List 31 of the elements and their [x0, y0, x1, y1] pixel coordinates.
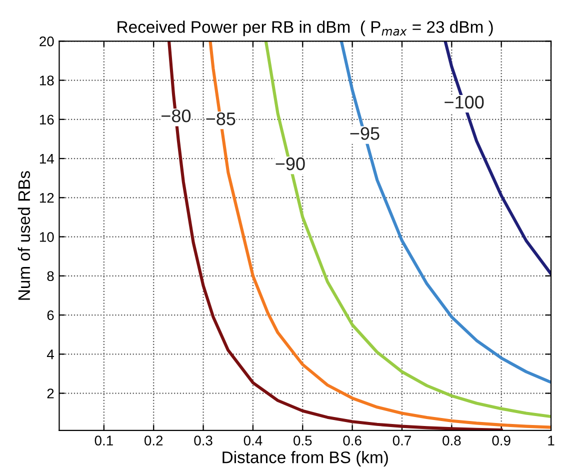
x-tick-label: 0.5: [294, 436, 312, 446]
x-tick-label: 0.1: [94, 436, 113, 446]
x-tick-label: 0.2: [144, 436, 163, 446]
y-tick-label: 14: [40, 154, 54, 164]
series-label: −85: [206, 112, 236, 126]
line-series: [264, 41, 552, 418]
x-tick-label: 0.9: [492, 436, 510, 446]
chart-title: Received Power per RB in dBm ( P$_{max}$ = 23 dBm ): [118, 20, 493, 36]
y-tick-label: 6: [47, 310, 54, 320]
y-tick-label: 12: [40, 192, 54, 203]
y-tick-label: 2: [47, 388, 54, 398]
x-tick-label: 0.4: [244, 436, 262, 446]
y-tick-label: 8: [47, 271, 54, 282]
x-tick-label: 1: [548, 436, 554, 446]
x-tick-label: 0.6: [343, 436, 362, 446]
x-tick-label: 0.8: [442, 436, 461, 446]
series-label: −80: [162, 110, 191, 122]
y-tick-label: 4: [46, 350, 54, 360]
y-tick-label: 18: [40, 76, 54, 86]
x-tick-label: 0.3: [194, 436, 212, 446]
y-tick-label: 16: [40, 114, 54, 125]
line-series: [340, 41, 552, 384]
line-series: [444, 41, 552, 276]
series-label: −90: [276, 157, 305, 170]
series-label: −100: [444, 96, 484, 109]
series-label: −95: [350, 127, 380, 140]
y-tick-label: 10: [40, 232, 54, 242]
y-tick-label: 20: [40, 36, 54, 46]
y-axis-title: Num of used RBs: [18, 171, 30, 300]
x-axis-title: Distance from BS (km): [222, 451, 388, 467]
x-tick-label: 0.7: [392, 436, 411, 446]
